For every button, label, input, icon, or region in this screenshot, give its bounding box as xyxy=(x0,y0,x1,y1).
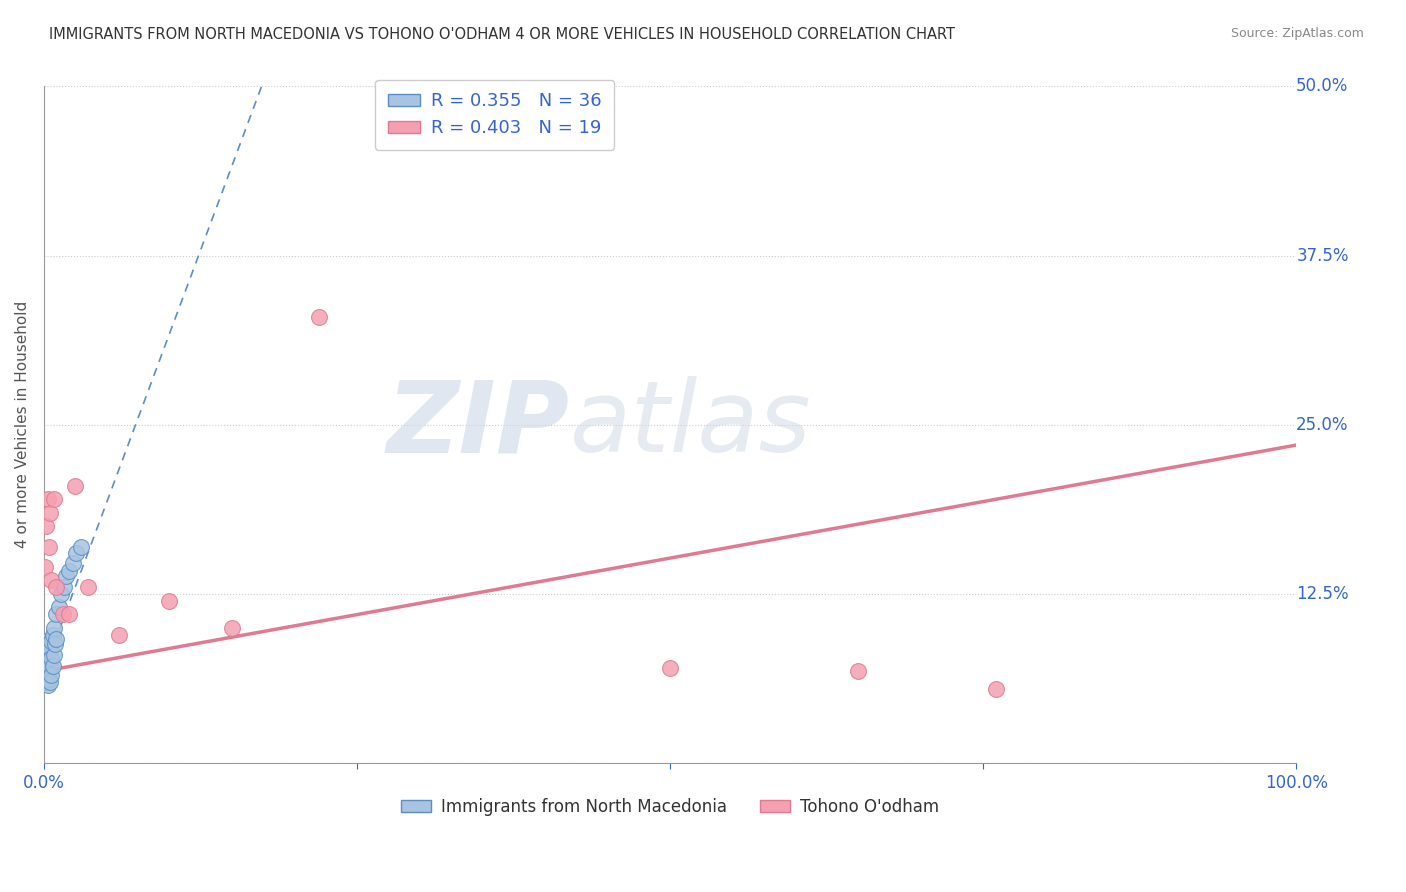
Point xyxy=(308,310,330,324)
Point xyxy=(63,478,86,492)
Point xyxy=(42,492,65,507)
Point xyxy=(984,681,1007,696)
Text: 25.0%: 25.0% xyxy=(1296,416,1348,434)
Point xyxy=(51,587,73,601)
Point xyxy=(34,641,56,656)
Point xyxy=(41,658,63,673)
Point xyxy=(37,658,59,673)
Point xyxy=(35,634,58,648)
Point xyxy=(55,569,77,583)
Point xyxy=(35,650,58,665)
Point xyxy=(34,655,56,669)
Point xyxy=(846,664,869,678)
Point xyxy=(58,564,80,578)
Text: ZIP: ZIP xyxy=(387,376,569,474)
Point xyxy=(37,645,59,659)
Point xyxy=(34,668,56,682)
Text: IMMIGRANTS FROM NORTH MACEDONIA VS TOHONO O'ODHAM 4 OR MORE VEHICLES IN HOUSEHOL: IMMIGRANTS FROM NORTH MACEDONIA VS TOHON… xyxy=(49,27,955,42)
Point xyxy=(45,607,67,622)
Point xyxy=(52,607,75,622)
Point xyxy=(34,560,56,574)
Point xyxy=(42,648,65,662)
Point xyxy=(42,621,65,635)
Point xyxy=(108,627,131,641)
Point xyxy=(41,627,63,641)
Point xyxy=(157,593,180,607)
Legend: Immigrants from North Macedonia, Tohono O'odham: Immigrants from North Macedonia, Tohono … xyxy=(394,791,946,822)
Point xyxy=(41,574,63,588)
Point xyxy=(38,661,60,675)
Text: Source: ZipAtlas.com: Source: ZipAtlas.com xyxy=(1230,27,1364,40)
Point xyxy=(39,641,62,656)
Point xyxy=(44,637,66,651)
Point xyxy=(70,540,93,554)
Point xyxy=(41,650,63,665)
Point xyxy=(37,678,59,692)
Text: 12.5%: 12.5% xyxy=(1296,585,1348,603)
Point xyxy=(76,580,98,594)
Point xyxy=(37,668,59,682)
Point xyxy=(62,556,84,570)
Point xyxy=(45,580,67,594)
Point xyxy=(48,600,70,615)
Point xyxy=(38,540,60,554)
Point xyxy=(35,519,58,533)
Point xyxy=(35,674,58,689)
Point xyxy=(58,607,80,622)
Point xyxy=(221,621,243,635)
Point xyxy=(52,580,75,594)
Y-axis label: 4 or more Vehicles in Household: 4 or more Vehicles in Household xyxy=(15,301,30,549)
Point xyxy=(45,632,67,646)
Point xyxy=(41,634,63,648)
Point xyxy=(65,546,87,560)
Point xyxy=(39,674,62,689)
Point xyxy=(38,672,60,686)
Text: atlas: atlas xyxy=(569,376,811,474)
Point xyxy=(659,661,682,675)
Point xyxy=(35,664,58,678)
Text: 37.5%: 37.5% xyxy=(1296,246,1348,265)
Point xyxy=(38,648,60,662)
Point xyxy=(39,658,62,673)
Point xyxy=(34,648,56,662)
Point xyxy=(37,492,59,507)
Point xyxy=(41,668,63,682)
Point xyxy=(39,506,62,520)
Text: 50.0%: 50.0% xyxy=(1296,78,1348,95)
